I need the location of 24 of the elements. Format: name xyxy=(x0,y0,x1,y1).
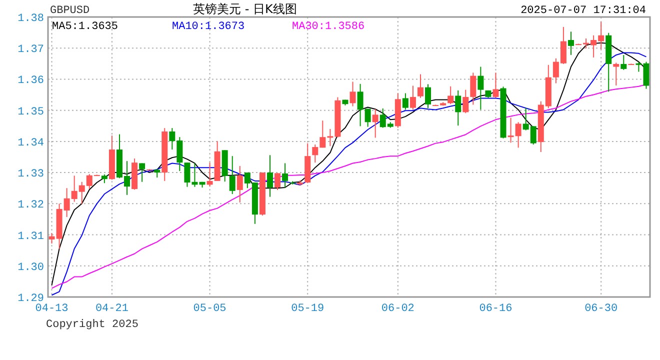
x-tick-label: 06-02 xyxy=(381,303,414,315)
y-tick-label: 1.38 xyxy=(18,13,44,25)
annotation: GBPUSD xyxy=(50,5,90,17)
y-tick-label: 1.33 xyxy=(18,168,44,181)
y-tick-label: 1.29 xyxy=(18,293,44,305)
y-tick-label: 1.32 xyxy=(18,200,44,212)
x-tick-label: 05-19 xyxy=(291,303,324,315)
y-tick-label: 1.34 xyxy=(18,137,44,150)
x-tick-label: 06-16 xyxy=(479,303,512,315)
text: MA5:1.3635 xyxy=(52,21,118,33)
x-tick-label: 06-30 xyxy=(584,303,618,315)
chart-title: 英镑美元 - 日K线图 xyxy=(193,2,297,16)
y-tick-label: 1.36 xyxy=(18,75,44,88)
x-tick-label: 04-21 xyxy=(95,303,129,315)
text: Copyright 2025 xyxy=(46,319,138,331)
y-tick-label: 1.31 xyxy=(18,230,44,243)
y-tick-label: 1.35 xyxy=(18,106,44,118)
text: MA10:1.3673 xyxy=(172,21,245,33)
text: MA30:1.3586 xyxy=(292,21,365,33)
y-tick-label: 1.30 xyxy=(18,262,44,274)
annotation: 2025-07-07 17:31:04 xyxy=(520,5,646,17)
x-tick-label: 04-13 xyxy=(35,303,68,315)
y-tick-label: 1.37 xyxy=(18,44,44,56)
x-tick-label: 05-05 xyxy=(193,303,226,315)
